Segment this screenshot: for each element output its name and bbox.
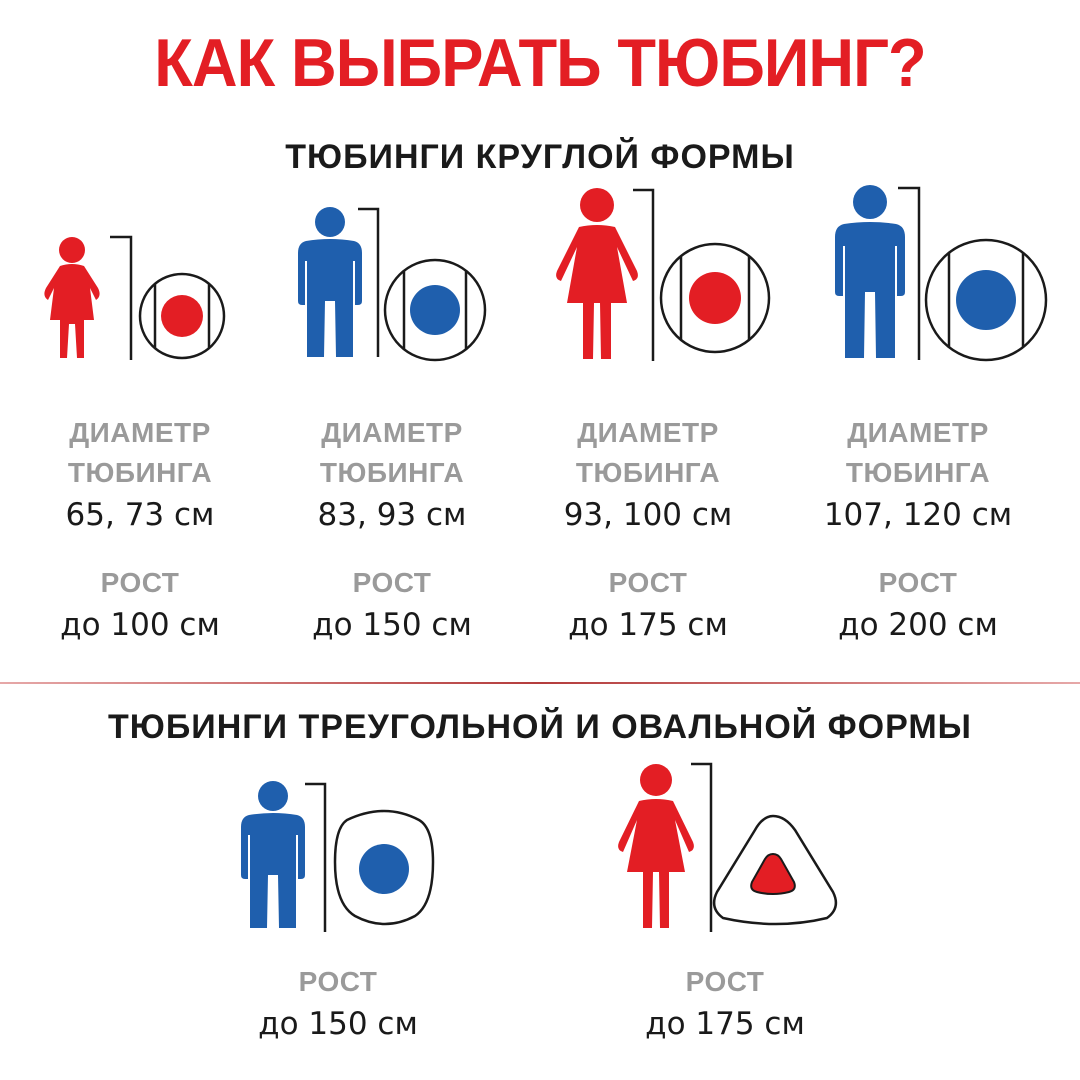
height-value: до 150 см bbox=[258, 1006, 418, 1042]
oval-group-illustration bbox=[241, 781, 435, 932]
diameter-label-2: ТЮБИНГА bbox=[575, 457, 721, 488]
woman-icon bbox=[618, 764, 694, 928]
height-value: до 150 см bbox=[312, 607, 472, 643]
round-group-4-illustration bbox=[835, 185, 1048, 362]
height-label: РОСТ bbox=[352, 567, 432, 598]
diameter-label: ДИАМЕТР bbox=[69, 417, 211, 448]
height-value: до 175 см bbox=[645, 1006, 805, 1042]
height-value: до 200 см bbox=[838, 607, 998, 643]
height-label: РОСТ bbox=[685, 966, 765, 997]
diameter-value: 83, 93 см bbox=[317, 497, 467, 533]
round-group-3-illustration bbox=[556, 188, 771, 361]
diameter-value: 65, 73 см bbox=[65, 497, 215, 533]
round-section-heading: ТЮБИНГИ КРУГЛОЙ ФОРМЫ bbox=[285, 138, 795, 176]
page-title: КАК ВЫБРАТЬ ТЮБИНГ? bbox=[154, 25, 926, 101]
man-icon bbox=[241, 781, 305, 928]
child-icon bbox=[44, 237, 100, 358]
round-tube-icon bbox=[383, 258, 487, 362]
diameter-label-2: ТЮБИНГА bbox=[67, 457, 213, 488]
height-bracket-icon bbox=[358, 207, 380, 357]
round-item-1-text: ДИАМЕТР ТЮБИНГА 65, 73 см РОСТ до 100 см bbox=[10, 413, 270, 647]
round-tube-icon bbox=[924, 238, 1048, 362]
height-bracket-icon bbox=[633, 188, 655, 361]
height-bracket-icon bbox=[691, 762, 713, 932]
height-value: до 175 см bbox=[568, 607, 728, 643]
man-icon bbox=[835, 185, 905, 358]
diameter-label-2: ТЮБИНГА bbox=[319, 457, 465, 488]
diameter-value: 93, 100 см bbox=[563, 497, 733, 533]
diameter-label-2: ТЮБИНГА bbox=[845, 457, 991, 488]
height-label: РОСТ bbox=[878, 567, 958, 598]
triangle-tube-icon bbox=[712, 814, 838, 926]
round-group-1-illustration bbox=[44, 235, 226, 360]
diameter-value: 107, 120 см bbox=[823, 497, 1013, 533]
diameter-label: ДИАМЕТР bbox=[847, 417, 989, 448]
round-tube-icon bbox=[138, 272, 226, 360]
round-item-2-text: ДИАМЕТР ТЮБИНГА 83, 93 см РОСТ до 150 см bbox=[262, 413, 522, 647]
diameter-label: ДИАМЕТР bbox=[577, 417, 719, 448]
other-section-heading: ТЮБИНГИ ТРЕУГОЛЬНОЙ И ОВАЛЬНОЙ ФОРМЫ bbox=[108, 708, 972, 746]
triangle-group-illustration bbox=[618, 762, 838, 932]
oval-item-text: РОСТ до 150 см bbox=[208, 962, 468, 1046]
round-item-4-text: ДИАМЕТР ТЮБИНГА 107, 120 см РОСТ до 200 … bbox=[788, 413, 1048, 647]
height-bracket-icon bbox=[110, 235, 133, 360]
height-bracket-icon bbox=[898, 186, 921, 360]
diameter-label: ДИАМЕТР bbox=[321, 417, 463, 448]
height-bracket-icon bbox=[305, 782, 327, 932]
section-divider bbox=[0, 682, 1080, 684]
height-label: РОСТ bbox=[608, 567, 688, 598]
round-tube-icon bbox=[659, 242, 771, 354]
man-icon bbox=[298, 207, 362, 357]
height-label: РОСТ bbox=[298, 966, 378, 997]
round-item-3-text: ДИАМЕТР ТЮБИНГА 93, 100 см РОСТ до 175 с… bbox=[518, 413, 778, 647]
triangle-item-text: РОСТ до 175 см bbox=[595, 962, 855, 1046]
oval-tube-icon bbox=[333, 809, 435, 926]
round-group-2-illustration bbox=[298, 207, 487, 362]
woman-icon bbox=[556, 188, 638, 359]
height-value: до 100 см bbox=[60, 607, 220, 643]
height-label: РОСТ bbox=[100, 567, 180, 598]
